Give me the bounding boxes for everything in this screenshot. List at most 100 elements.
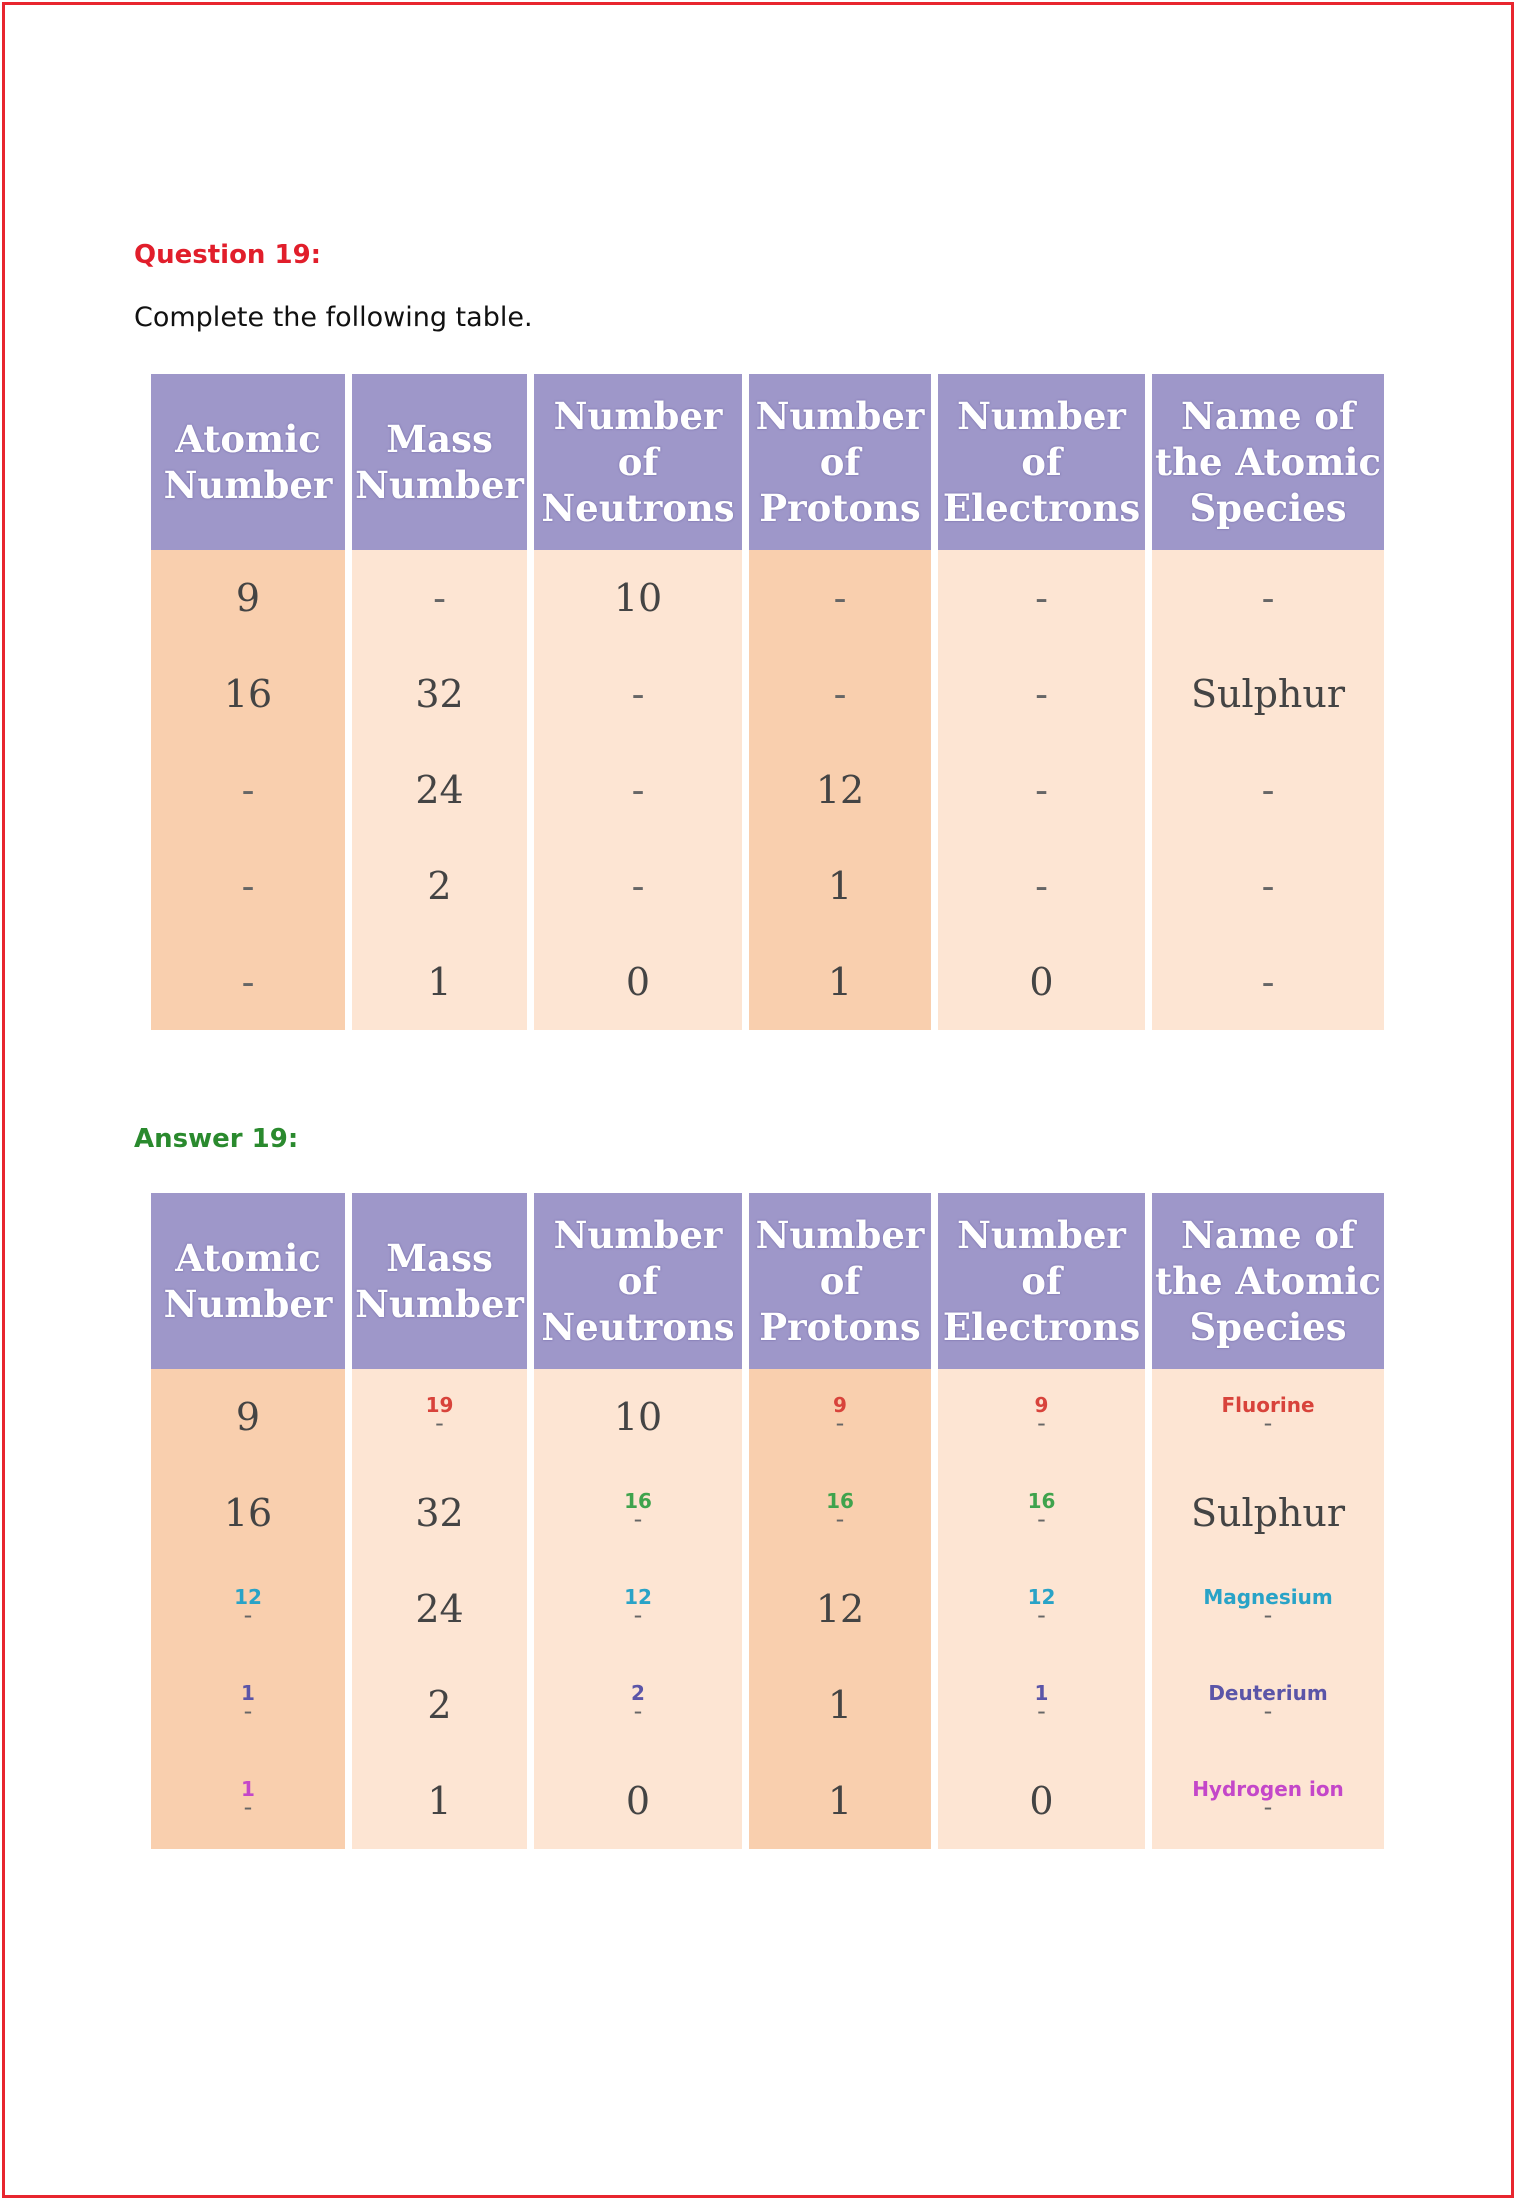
header-line: of	[819, 1259, 861, 1303]
table-row: 16 32 16- 16- 16- Sulphur	[151, 1465, 1384, 1561]
header-protons: Number of Protons	[749, 374, 931, 550]
cell-protons: 9-	[749, 1369, 931, 1465]
cell-mass-number: 24	[352, 742, 527, 838]
filled-answer: 19-	[425, 1393, 454, 1437]
table-row: -2-1--	[151, 838, 1384, 934]
table-row: 1-1 0 1 0 Hydrogen ion -	[151, 1753, 1384, 1849]
question-heading: Question 19:	[134, 240, 322, 270]
table-row: -24-12- -	[151, 742, 1384, 838]
cell-protons: 1	[749, 1753, 931, 1849]
header-line: Number	[163, 463, 333, 507]
cell-neutrons: 2-	[534, 1657, 742, 1753]
cell-mass-number: 2	[352, 838, 527, 934]
cell-atomic-number: -	[151, 934, 345, 1030]
header-line: Mass	[386, 1236, 493, 1280]
filled-answer: Deuterium -	[1208, 1681, 1328, 1725]
cell-species-name: Sulphur	[1152, 646, 1384, 742]
cell-neutrons: 10	[534, 550, 742, 646]
header-line: Atomic	[175, 1236, 321, 1280]
filled-answer: Magnesium -	[1203, 1585, 1333, 1629]
table-row: 12- 24 12- 12 12- Magnesium -	[151, 1561, 1384, 1657]
header-atomic-number: Atomic Number	[151, 374, 345, 550]
cell-protons: 12	[749, 742, 931, 838]
header-mass-number: Mass Number	[352, 374, 527, 550]
cell-protons: -	[749, 646, 931, 742]
cell-atomic-number: 16	[151, 1465, 345, 1561]
filled-answer: 12-	[1027, 1585, 1056, 1629]
table-row: 9 19- 10 9- 9- Fluorine -	[151, 1369, 1384, 1465]
header-line: Species	[1189, 1305, 1347, 1349]
cell-mass-number: 19-	[352, 1369, 527, 1465]
header-line: the Atomic	[1155, 440, 1381, 484]
filled-answer: Hydrogen ion -	[1192, 1777, 1344, 1821]
cell-electrons: -	[938, 646, 1145, 742]
header-line: Number	[355, 1282, 524, 1326]
header-neutrons: Number of Neutrons	[534, 374, 742, 550]
table-row: 1- 2 2- 1 1- Deuterium -	[151, 1657, 1384, 1753]
header-line: Number	[957, 394, 1126, 438]
cell-neutrons: 16-	[534, 1465, 742, 1561]
header-line: Protons	[759, 486, 921, 530]
cell-mass-number: 1	[352, 1753, 527, 1849]
header-electrons: Number of Electrons	[938, 374, 1145, 550]
header-line: Number	[355, 463, 524, 507]
header-mass-number: Mass Number	[352, 1193, 527, 1369]
cell-mass-number: 2	[352, 1657, 527, 1753]
cell-electrons: 0	[938, 934, 1145, 1030]
header-line: Mass	[386, 417, 493, 461]
cell-neutrons: 10	[534, 1369, 742, 1465]
cell-electrons: 9-	[938, 1369, 1145, 1465]
cell-species-name: -	[1152, 742, 1384, 838]
header-line: Neutrons	[541, 1305, 735, 1349]
cell-neutrons: -	[534, 742, 742, 838]
cell-mass-number: 24	[352, 1561, 527, 1657]
cell-electrons: -	[938, 742, 1145, 838]
cell-atomic-number: 9	[151, 550, 345, 646]
header-line: Number	[163, 1282, 333, 1326]
header-line: Number	[755, 394, 925, 438]
header-line: the Atomic	[1155, 1259, 1381, 1303]
header-electrons: Number of Electrons	[938, 1193, 1145, 1369]
header-line: Atomic	[175, 417, 321, 461]
cell-species-name: Hydrogen ion -	[1152, 1753, 1384, 1849]
cell-species-name: -	[1152, 838, 1384, 934]
cell-protons: 1	[749, 838, 931, 934]
header-line: Number	[553, 394, 723, 438]
filled-answer: 1-	[241, 1681, 255, 1725]
cell-electrons: -	[938, 838, 1145, 934]
cell-neutrons: -	[534, 838, 742, 934]
cell-neutrons: 0	[534, 1753, 742, 1849]
filled-answer: 2-	[631, 1681, 645, 1725]
header-line: Number	[755, 1213, 925, 1257]
header-row: Atomic Number Mass Number Number of Neutrons Nu…	[151, 374, 1384, 550]
cell-mass-number: -	[352, 550, 527, 646]
table-row: 9-10- - -	[151, 550, 1384, 646]
cell-atomic-number: -	[151, 742, 345, 838]
cell-protons: 1	[749, 934, 931, 1030]
header-protons: Number of Protons	[749, 1193, 931, 1369]
header-row: Atomic Number Mass Number Number of Neutrons Nu…	[151, 1193, 1384, 1369]
cell-species-name: -	[1152, 550, 1384, 646]
filled-answer: 16-	[826, 1489, 854, 1533]
filled-answer: 12-	[624, 1585, 652, 1629]
cell-electrons: -	[938, 550, 1145, 646]
table-row: 16 32- - - Sulphur	[151, 646, 1384, 742]
header-species-name: Name of the Atomic Species	[1152, 1193, 1384, 1369]
header-line: Species	[1189, 486, 1347, 530]
cell-electrons: 16-	[938, 1465, 1145, 1561]
question-instruction: Complete the following table.	[134, 302, 533, 333]
filled-answer: 12-	[234, 1585, 262, 1629]
filled-answer: 16-	[1027, 1489, 1056, 1533]
cell-mass-number: 32	[352, 1465, 527, 1561]
cell-neutrons: 12-	[534, 1561, 742, 1657]
cell-species-name: Sulphur	[1152, 1465, 1384, 1561]
header-line: Name of	[1181, 1213, 1355, 1257]
cell-atomic-number: 9	[151, 1369, 345, 1465]
cell-atomic-number: 12-	[151, 1561, 345, 1657]
header-line: of	[1021, 1259, 1062, 1303]
filled-answer: 9-	[1034, 1393, 1049, 1437]
header-line: Neutrons	[541, 486, 735, 530]
cell-electrons: 0	[938, 1753, 1145, 1849]
filled-answer: 1-	[241, 1777, 255, 1821]
